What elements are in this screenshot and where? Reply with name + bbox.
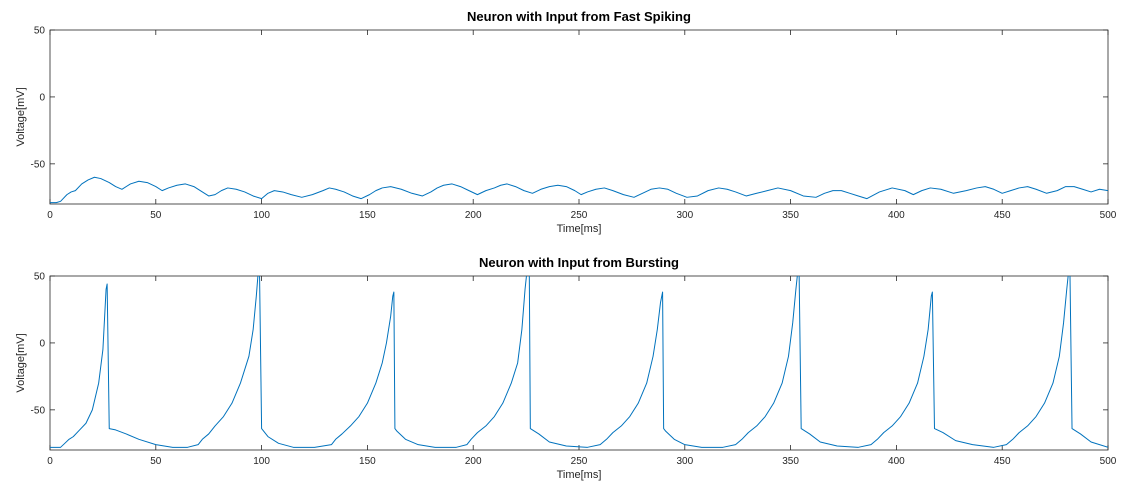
x-tick-label: 150 — [359, 456, 376, 467]
x-tick-label: 100 — [253, 210, 270, 221]
x-tick-label: 0 — [47, 456, 53, 467]
x-tick-label: 450 — [994, 456, 1011, 467]
x-tick-label: 200 — [465, 210, 482, 221]
x-tick-label: 50 — [150, 210, 162, 221]
axes-frame — [49, 29, 1109, 205]
subplot-2: 0 50 100 150 200 250 300 350 400 450 500 -50 0 50 Neur… — [15, 255, 1117, 481]
y-tick-label: 0 — [39, 338, 45, 349]
x-tick-label: 50 — [150, 456, 162, 467]
x-tick-label: 350 — [782, 456, 799, 467]
chart-title: Neuron with Input from Bursting — [479, 255, 679, 270]
x-tick-label: 350 — [782, 210, 799, 221]
y-axis-label: Voltage[mV] — [15, 87, 27, 146]
x-tick-label: 450 — [994, 210, 1011, 221]
axes-frame — [49, 275, 1109, 451]
x-tick-label: 300 — [676, 210, 693, 221]
subplot-1: 0 50 100 150 200 250 300 350 400 450 500 -50 0 50 Neur… — [15, 9, 1117, 235]
series-line — [50, 276, 1108, 448]
x-tick-label: 200 — [465, 456, 482, 467]
x-tick-label: 100 — [253, 456, 270, 467]
series-line — [50, 176, 1108, 204]
x-tick-label: 150 — [359, 210, 376, 221]
x-axis-label: Time[ms] — [557, 223, 602, 235]
x-tick-label: 250 — [571, 210, 588, 221]
y-tick-label: -50 — [31, 159, 46, 170]
x-axis-label: Time[ms] — [557, 469, 602, 481]
x-tick-label: 500 — [1100, 210, 1117, 221]
x-tick-label: 0 — [47, 210, 53, 221]
x-tick-label: 400 — [888, 210, 905, 221]
y-axis-label: Voltage[mV] — [15, 333, 27, 392]
x-tick-label: 300 — [676, 456, 693, 467]
x-tick-label: 250 — [571, 456, 588, 467]
x-tick-label: 400 — [888, 456, 905, 467]
y-tick-label: 50 — [34, 26, 46, 37]
x-tick-label: 500 — [1100, 456, 1117, 467]
y-tick-label: 0 — [39, 92, 45, 103]
y-tick-label: -50 — [31, 405, 46, 416]
y-tick-label: 50 — [34, 272, 46, 283]
chart-title: Neuron with Input from Fast Spiking — [467, 9, 691, 24]
